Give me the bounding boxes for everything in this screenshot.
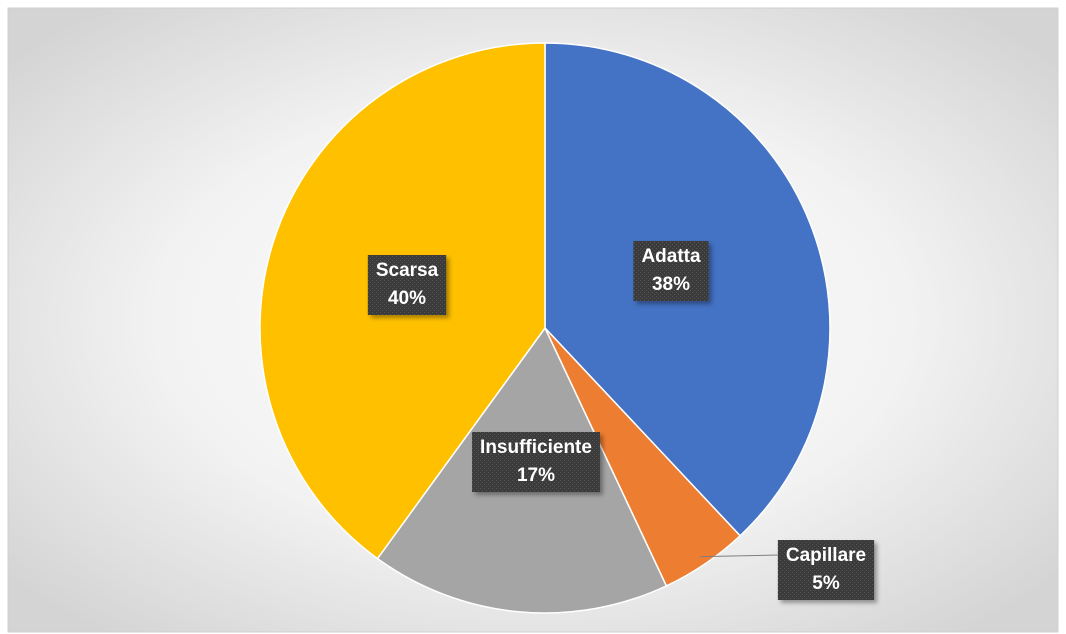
label-category: Adatta	[641, 246, 701, 267]
label-box	[367, 255, 447, 315]
label-category: Capillare	[786, 545, 866, 566]
label-value: 17%	[517, 465, 555, 486]
label-value: 38%	[652, 274, 690, 295]
data-label: Insufficiente 17%	[472, 432, 600, 492]
data-label: Adatta 38%	[633, 241, 709, 301]
label-value: 40%	[388, 288, 426, 309]
label-box	[633, 241, 709, 301]
label-box	[472, 432, 600, 492]
data-label: Capillare 5%	[777, 540, 875, 600]
label-category: Insufficiente	[480, 437, 592, 458]
label-value: 5%	[812, 573, 840, 594]
label-category: Scarsa	[376, 260, 439, 281]
leader-line	[700, 554, 778, 558]
data-label: Scarsa 40%	[367, 255, 447, 315]
label-box	[777, 540, 875, 600]
